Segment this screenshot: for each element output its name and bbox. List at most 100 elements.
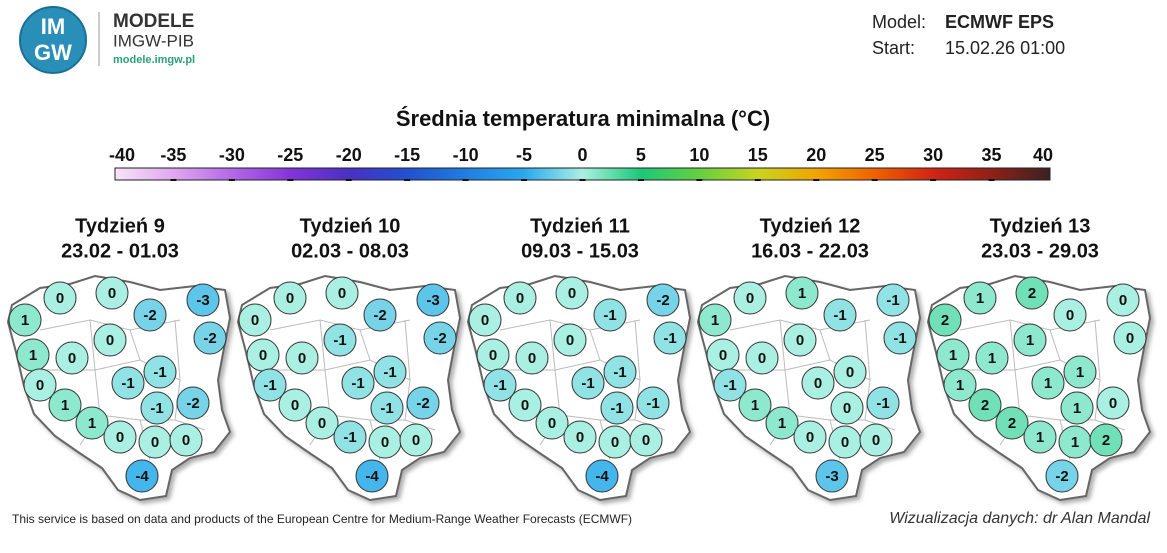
station-circle <box>468 303 502 337</box>
station-circle <box>765 406 799 440</box>
station-value: -1 <box>893 330 906 347</box>
station-value: 0 <box>611 434 619 451</box>
week-map: Tydzień 12 16.03 - 22.03 0 1 -1 -1 1 -1 0 0 0 0 0 -1 1… <box>696 215 922 502</box>
station-value: -1 <box>613 364 626 381</box>
station-value: 0 <box>719 347 727 364</box>
station-circle <box>186 283 220 317</box>
colorbar-tick-label: -10 <box>453 145 479 165</box>
station-circle <box>883 321 917 355</box>
station-value: -4 <box>365 468 379 485</box>
station-value: 0 <box>182 432 190 449</box>
colorbar-tick-label: -35 <box>160 145 186 165</box>
station-circle <box>133 298 167 332</box>
colorbar-tick-label: 15 <box>748 145 768 165</box>
colorbar-tick-label: -30 <box>219 145 245 165</box>
station-circle <box>593 298 627 332</box>
station-circle <box>876 283 910 317</box>
station-value: 2 <box>981 397 989 414</box>
station-value: 0 <box>1126 330 1134 347</box>
model-label: Model: <box>872 12 926 32</box>
station-value: 1 <box>1036 429 1044 446</box>
station-value: -2 <box>433 330 446 347</box>
start-label: Start: <box>872 38 915 58</box>
week-title: Tydzień 11 <box>530 215 630 237</box>
station-value: 0 <box>521 397 529 414</box>
week-dates: 09.03 - 15.03 <box>521 240 639 262</box>
station-circle <box>866 386 900 420</box>
station-circle <box>23 368 57 402</box>
station-circle <box>653 321 687 355</box>
logo-mark <box>20 7 86 73</box>
week-title: Tydzień 13 <box>990 215 1091 237</box>
station-value: 2 <box>1008 415 1016 432</box>
station-circle <box>305 406 339 440</box>
station-value: 1 <box>1044 375 1052 392</box>
station-circle <box>43 281 77 315</box>
station-circle <box>169 423 203 457</box>
station-value: 1 <box>976 290 984 307</box>
station-value: -2 <box>203 330 216 347</box>
logo-mark-top: IM <box>41 14 65 39</box>
station-value: 0 <box>36 377 44 394</box>
station-value: -4 <box>135 468 149 485</box>
station-circle <box>341 366 375 400</box>
week-dates: 02.03 - 08.03 <box>291 240 409 262</box>
colorbar <box>114 167 1051 181</box>
logo-ring <box>19 6 87 74</box>
week-map: Tydzień 923.02 - 01.030 0-2-31-201 0-1-101… <box>6 215 232 502</box>
station-circle <box>571 366 605 400</box>
station-value: -2 <box>656 292 669 309</box>
station-value: 0 <box>758 350 766 367</box>
station-value: 0 <box>548 415 556 432</box>
station-value: -2 <box>416 395 429 412</box>
station-circle <box>515 341 549 375</box>
station-circle <box>563 420 597 454</box>
station-circle <box>1031 366 1065 400</box>
station-circle <box>1089 423 1123 457</box>
station-circle <box>278 388 312 422</box>
week-map: Tydzień 10 02.03 - 08.03 0 0 -2 -3 0 -2 -1 0 0 -1 -1… <box>236 215 462 502</box>
station-value: -4 <box>595 468 609 485</box>
maps: Tydzień 923.02 - 01.030 0-2-31-201 0-1-101… <box>6 215 1152 502</box>
colorbar-tick-label: 40 <box>1033 145 1053 165</box>
station-value: 0 <box>642 432 650 449</box>
station-value: -2 <box>373 307 386 324</box>
station-value: -1 <box>343 429 356 446</box>
logo-url: modele.imgw.pl <box>113 54 195 66</box>
colorbar-tick-label: 0 <box>577 145 587 165</box>
colorbar-tick-label: 10 <box>689 145 709 165</box>
station-circle <box>140 391 174 425</box>
station-circle <box>833 355 867 389</box>
station-value: 0 <box>106 332 114 349</box>
station-value: 0 <box>528 350 536 367</box>
station-circle <box>176 386 210 420</box>
station-circle <box>423 321 457 355</box>
station-value: -1 <box>876 395 889 412</box>
station-value: -1 <box>121 375 134 392</box>
station-circle <box>1023 420 1057 454</box>
station-circle <box>103 420 137 454</box>
station-value: 0 <box>108 285 116 302</box>
station-circle <box>125 459 159 493</box>
station-value: 0 <box>796 332 804 349</box>
region-border <box>589 329 601 361</box>
station-value: 1 <box>798 285 806 302</box>
station-circle <box>995 406 1029 440</box>
station-value: -3 <box>825 468 838 485</box>
logo-mark-bottom: GW <box>34 40 72 65</box>
station-value: -1 <box>153 364 166 381</box>
station-value: 0 <box>489 347 497 364</box>
logo: IM GW MODELE IMGW-PIB modele.imgw.pl <box>19 6 195 74</box>
station-value: 0 <box>1066 307 1074 324</box>
colorbar-tick-label: -40 <box>109 145 135 165</box>
week-title: Tydzień 12 <box>760 215 861 237</box>
station-value: 1 <box>988 350 996 367</box>
station-circle <box>555 276 589 310</box>
station-circle <box>1113 321 1147 355</box>
station-circle <box>928 303 962 337</box>
station-circle <box>1060 391 1094 425</box>
station-value: 0 <box>338 285 346 302</box>
week-title: Tydzień 10 <box>300 215 401 237</box>
station-value: 1 <box>1073 400 1081 417</box>
station-value: -1 <box>663 330 676 347</box>
